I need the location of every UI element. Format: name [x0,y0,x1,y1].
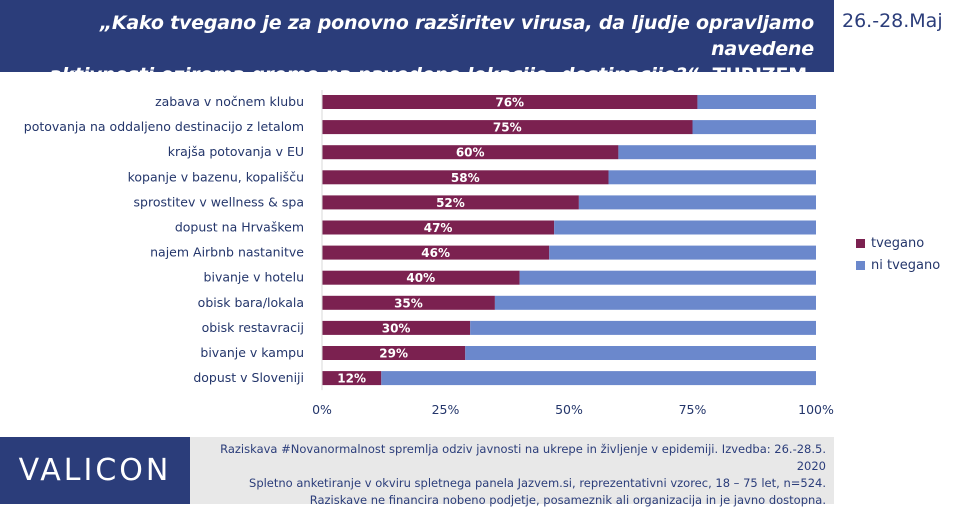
bar-ni-tvegano [494,295,816,310]
bar-ni-tvegano [465,346,816,360]
survey-date: 26.-28.Maj [842,10,943,32]
bar-ni-tvegano [554,220,816,235]
category-label: kopanje v bazenu, kopališču [128,169,304,184]
bar-ni-tvegano [692,120,816,135]
legend-item-ni-tvegano: ni tvegano [856,254,940,276]
category-label: sprostitev v wellness & spa [134,194,304,209]
bar-ni-tvegano [578,195,816,210]
category-label: dopust v Sloveniji [193,370,304,385]
footnote-line-3: Raziskave ne financira nobeno podjetje, … [309,493,826,507]
x-tick-label: 50% [555,402,583,417]
bar-tvegano [322,320,471,335]
x-tick-label: 100% [798,402,834,417]
valicon-logo: VALICON [0,437,190,504]
bar-tvegano [322,270,520,285]
bar-ni-tvegano [608,170,816,185]
data-label: 30% [382,321,411,335]
category-label: bivanje v hotelu [204,270,304,285]
bar-ni-tvegano [697,95,816,109]
data-label: 35% [394,296,423,310]
data-label: 60% [456,146,485,160]
bar-tvegano [322,95,698,109]
category-label: najem Airbnb nastanitve [150,245,304,260]
chart-title: „Kako tvegano je za ponovno razširitev v… [14,10,814,114]
bar-ni-tvegano [618,145,816,160]
bar-tvegano [322,220,555,235]
legend-item-tvegano: tvegano [856,232,940,254]
category-label: obisk restavracij [202,320,304,335]
bar-tvegano [322,195,579,210]
bar-tvegano [322,245,550,260]
bar-tvegano [322,371,382,386]
x-tick-label: 0% [312,402,332,417]
category-label: obisk bara/lokala [198,295,304,310]
bar-ni-tvegano [519,270,816,285]
category-label: dopust na Hrvaškem [175,220,304,235]
bar-ni-tvegano [549,245,816,260]
chart-legend: tvegano ni tvegano [856,232,940,276]
legend-label-tvegano: tvegano [871,235,925,251]
title-banner: „Kako tvegano je za ponovno razširitev v… [0,0,834,112]
legend-swatch-ni-tvegano [856,260,865,270]
data-label: 76% [495,96,524,110]
data-label: 58% [451,171,480,185]
bar-ni-tvegano [381,371,816,386]
data-label: 29% [379,347,408,361]
legend-label-ni-tvegano: ni tvegano [871,257,941,273]
stacked-bar-chart: zabava v nočnem klubu 76% potovanja na odd… [24,90,834,417]
footnote-line-1: Raziskava #Novanormalnost spremlja odziv… [220,442,826,473]
title-line-2: aktivnosti oziroma gremo na navedene lok… [14,62,814,114]
category-label: zabava v nočnem klubu [155,94,304,109]
footnote-line-2: Spletno anketiranje v okviru spletnega p… [249,476,826,490]
data-label: 75% [493,121,522,135]
x-tick-label: 25% [432,402,460,417]
category-label: krajša potovanja v EU [168,144,304,159]
data-label: 12% [337,372,366,386]
bar-tvegano [322,346,466,360]
data-label: 52% [436,196,465,210]
bar-tvegano [322,170,609,185]
x-tick-label: 75% [679,402,707,417]
legend-swatch-tvegano [856,238,865,248]
bar-tvegano [322,120,693,135]
bar-tvegano [322,295,495,310]
data-label: 46% [421,246,450,260]
bar-tvegano [322,145,619,160]
title-line-2-question: aktivnosti oziroma gremo na navedene lok… [49,64,699,86]
category-label: bivanje v kampu [200,345,304,360]
title-line-1: „Kako tvegano je za ponovno razširitev v… [99,12,814,60]
category-label: potovanja na oddaljeno destinacijo z let… [24,119,304,134]
data-label: 40% [406,271,435,285]
bar-ni-tvegano [470,320,816,335]
data-label: 47% [424,221,453,235]
methodology-footnote: Raziskava #Novanormalnost spremlja odziv… [190,437,834,507]
